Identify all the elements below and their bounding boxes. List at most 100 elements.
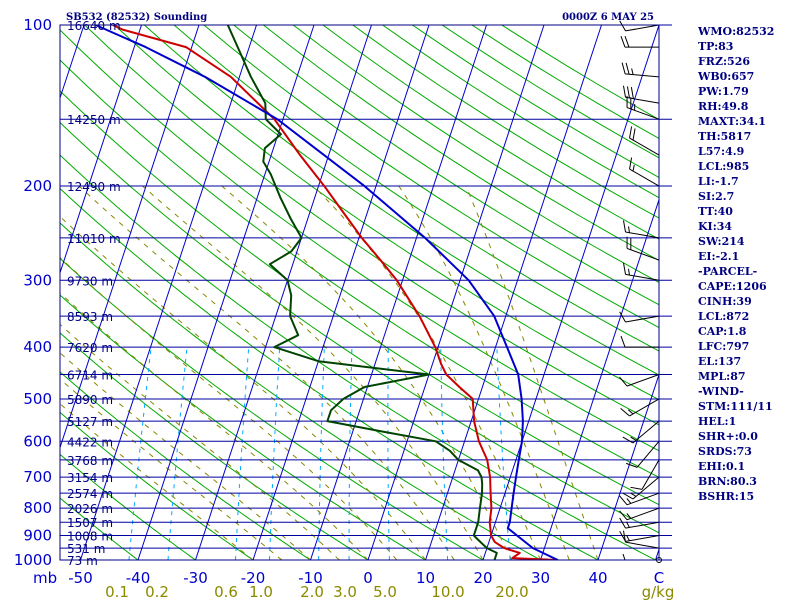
pressure-tick: 600 (23, 432, 52, 450)
mixing-ratio-label: g/kg (642, 583, 675, 600)
barb-feather (622, 530, 627, 543)
temperature-tick: 10 (416, 569, 435, 587)
isotherm (252, 25, 430, 560)
wind-barb (622, 476, 660, 500)
wind-barb (622, 220, 660, 239)
barb-staff (629, 137, 660, 156)
height-label: 4422 m (67, 435, 113, 449)
index-item: LCL:872 (698, 310, 749, 323)
index-item: MAXT:34.1 (698, 115, 766, 128)
barb-feather (630, 486, 643, 490)
height-label: 2026 m (67, 502, 113, 516)
height-label: 9730 m (67, 274, 113, 288)
barb-feather (619, 311, 626, 323)
barb-staff (625, 273, 660, 281)
barb-staff (625, 231, 660, 239)
stability-indices: WMO:82532 TP:83 FRZ:526 WB0:657 PW:1.79 RH:49… (697, 25, 774, 503)
moist-adiabat (398, 185, 570, 560)
wind-barb (630, 459, 660, 490)
barb-staff (632, 420, 660, 444)
barb-feather (619, 510, 628, 521)
barb-half-feather (628, 226, 630, 233)
wind-barb (619, 507, 660, 521)
index-item: BSHR:15 (698, 490, 754, 503)
temperature-tick: 20 (473, 569, 492, 587)
time-label: 0000Z 6 MAY 25 (562, 12, 654, 23)
barb-feather (622, 436, 634, 444)
wind-barb (629, 126, 660, 156)
barb-staff (626, 373, 660, 387)
barb-feather (619, 20, 626, 32)
moist-adiabat (313, 185, 541, 560)
temperature-line (112, 25, 558, 560)
index-item: HEL:1 (698, 415, 736, 428)
wind-barb (622, 85, 660, 104)
pressure-tick: 900 (23, 527, 52, 545)
mixing-ratio-label: 0.2 (145, 583, 169, 600)
barb-feather (619, 531, 626, 542)
index-item: LFC:797 (698, 340, 749, 353)
mixing-ratio-label: 20.0 (495, 583, 528, 600)
temperature-unit: C (654, 569, 664, 587)
height-label: 1008 m (67, 530, 113, 544)
index-item: TH:5817 (698, 130, 751, 143)
plot-frame (59, 24, 660, 561)
barb-half-feather (626, 521, 630, 528)
barb-half-feather (626, 513, 632, 519)
barb-staff (626, 247, 660, 261)
index-item: WMO:82532 (697, 25, 774, 38)
index-item: LI:-1.7 (698, 175, 739, 188)
isotherm (60, 25, 200, 450)
barb-feather (629, 126, 633, 139)
barb-staff (625, 315, 660, 323)
barb-feather (620, 35, 626, 48)
barb-feather (624, 35, 630, 48)
height-label: 12490 m (67, 180, 121, 194)
wind-barb (620, 335, 659, 348)
index-item: RH:49.8 (698, 100, 749, 113)
isotherm (597, 372, 659, 560)
index-item: CINH:39 (698, 295, 752, 308)
barb-half-feather (630, 436, 637, 441)
barb-staff (641, 459, 660, 490)
barb-staff (626, 492, 660, 506)
height-label: 5890 m (67, 393, 113, 407)
barb-feather (620, 335, 626, 348)
barb-feather (619, 495, 628, 506)
mixing-ratio-label: 0.1 (105, 583, 129, 600)
wind-barb (619, 20, 660, 32)
index-item: CAP:1.8 (698, 325, 747, 338)
barb-feather (622, 262, 627, 275)
height-label: 3768 m (67, 454, 113, 468)
index-item: -PARCEL- (698, 265, 757, 278)
index-item: EI:-2.1 (698, 250, 739, 263)
barb-half-feather (630, 492, 637, 497)
wind-barb (622, 420, 660, 444)
axis-labels: 16640 m 14250 m 12490 m 11010 m 9730 m 8593 m… (14, 16, 675, 600)
barb-staff (625, 73, 660, 78)
isotherm (195, 25, 372, 560)
barb-staff (626, 507, 660, 521)
barb-staff (626, 107, 660, 120)
mixing-ratio-label: 3.0 (333, 583, 357, 600)
height-label: 8593 m (67, 310, 113, 324)
barb-staff (625, 24, 660, 32)
temperature-tick: -30 (183, 569, 208, 587)
barb-feather (622, 85, 627, 98)
index-item: CAPE:1206 (698, 280, 767, 293)
pressure-tick: 300 (23, 271, 52, 289)
index-item: EL:137 (698, 355, 741, 368)
isotherm (60, 25, 142, 275)
mixing-ratio-label: 1.0 (249, 583, 273, 600)
height-label: 11010 m (67, 232, 121, 246)
index-item: LCL:985 (698, 160, 749, 173)
index-item: WB0:657 (697, 70, 754, 83)
isobar-grid (60, 24, 672, 561)
height-label: 14250 m (67, 113, 121, 127)
barb-feather (622, 220, 627, 233)
height-label: 16640 m (67, 19, 121, 33)
isotherm-grid (60, 25, 659, 560)
sounding-profiles (95, 25, 559, 560)
barb-feather (632, 128, 636, 141)
